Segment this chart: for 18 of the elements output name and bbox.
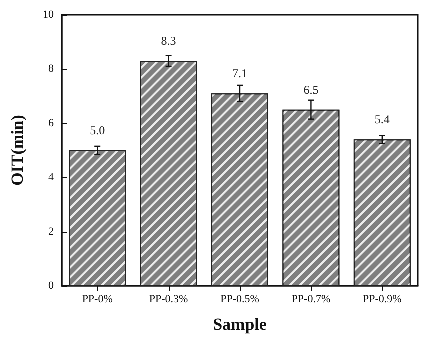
y-tick-label: 2	[48, 226, 54, 238]
data-label: 8.3	[161, 34, 176, 48]
y-axis-title: OIT(min)	[8, 115, 27, 186]
data-label: 5.0	[90, 124, 106, 138]
y-tick-label: 6	[48, 117, 54, 130]
x-tick-label: PP-0%	[82, 294, 113, 306]
x-axis-title: Sample	[213, 315, 268, 334]
x-tick-label: PP-0.7%	[292, 294, 331, 306]
x-tick-label: PP-0.5%	[220, 294, 260, 306]
y-tick-label: 10	[43, 9, 54, 21]
y-tick-label: 8	[48, 63, 54, 76]
x-tick-label: PP-0.9%	[362, 294, 402, 306]
data-label: 6.5	[304, 82, 319, 97]
data-label: 5.4	[374, 112, 390, 127]
y-tick-label: 0	[48, 280, 54, 292]
x-tick-label: PP-0.3%	[149, 294, 188, 306]
y-tick-label: 4	[48, 172, 54, 184]
data-label: 7.1	[232, 66, 248, 81]
